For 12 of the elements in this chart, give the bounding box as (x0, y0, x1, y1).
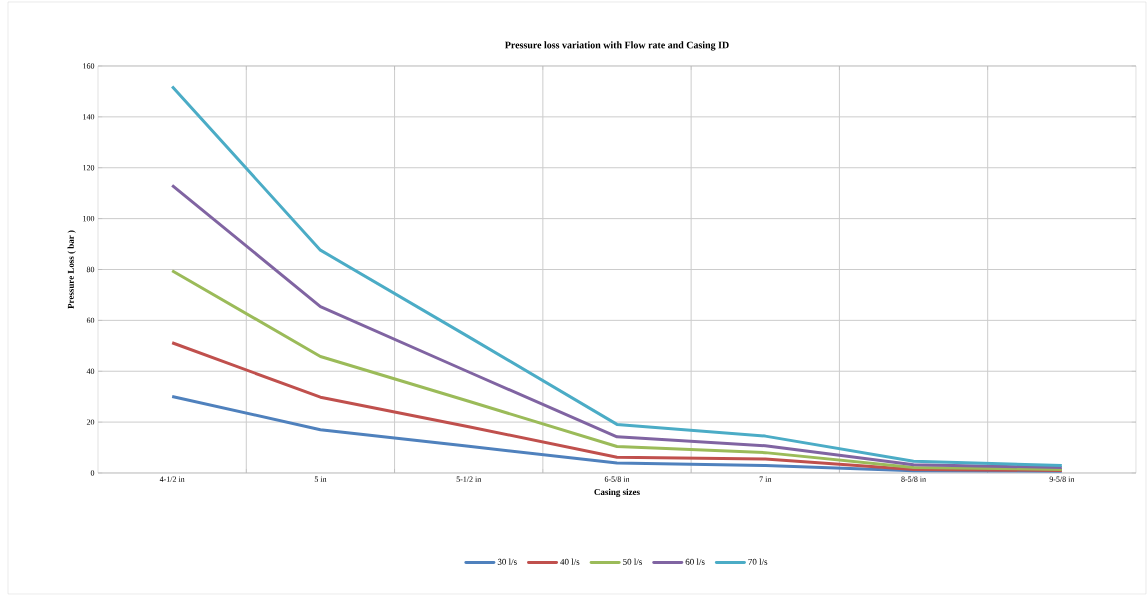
chart-title: Pressure loss variation with Flow rate and Casing ID (504, 41, 729, 51)
legend-label: 70 l/s (748, 558, 768, 565)
line-series (170, 269, 1064, 471)
legend-label: 30 l/s (497, 558, 517, 565)
line-series (170, 85, 1064, 468)
x-axis-title: Casing sizes (594, 488, 640, 497)
line-series (170, 341, 1064, 472)
line-series (170, 183, 1064, 469)
y-axis-title: Pressure Loss ( bar ) (67, 230, 76, 309)
legend-label: 50 l/s (623, 558, 642, 565)
legend-label: 60 l/s (685, 558, 705, 565)
legend-label: 40 l/s (560, 558, 580, 565)
